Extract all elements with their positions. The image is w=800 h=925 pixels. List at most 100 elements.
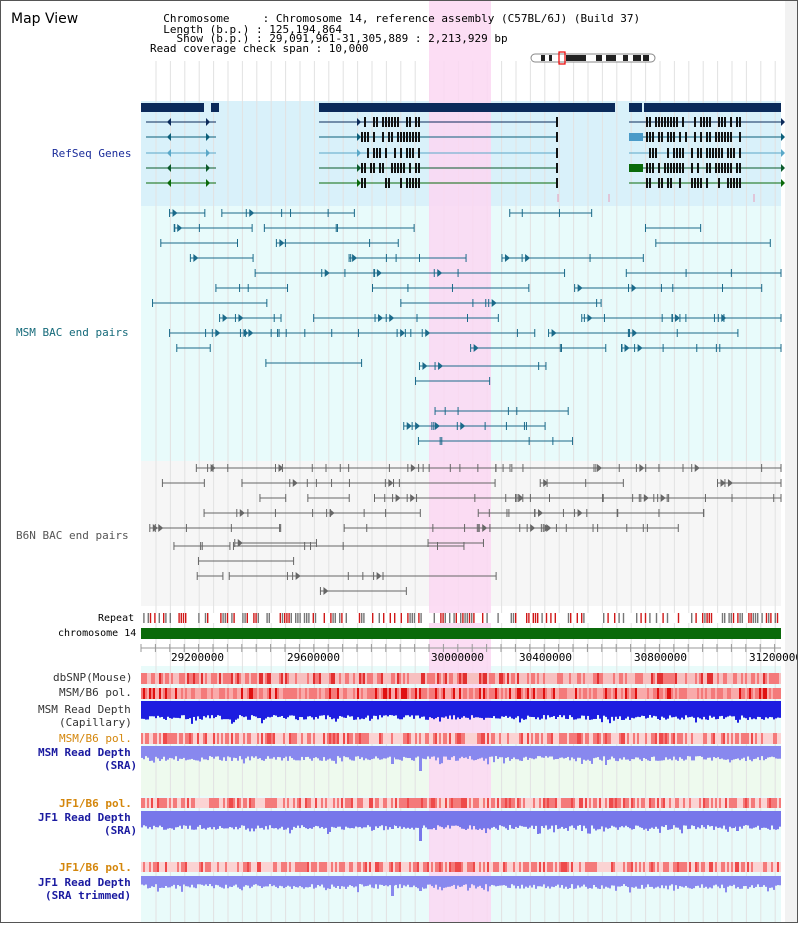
exon xyxy=(706,163,708,173)
polymorphism-cell xyxy=(431,673,433,684)
read-depth-bar xyxy=(361,746,363,758)
track-label-msm-depth-sra[interactable]: MSM Read Depth xyxy=(38,746,131,759)
track-label-msm-depth-capillary[interactable]: MSM Read Depth xyxy=(38,703,131,716)
polymorphism-cell xyxy=(751,862,753,872)
read-depth-bar xyxy=(189,746,191,760)
read-depth-bar xyxy=(583,746,585,760)
polymorphism-cell xyxy=(691,673,693,684)
track-label-jf1-depth[interactable]: JF1 Read Depth xyxy=(38,811,131,824)
polymorphism-cell xyxy=(645,862,647,872)
read-depth-bar xyxy=(383,701,385,716)
polymorphism-cell xyxy=(669,862,671,872)
polymorphism-cell xyxy=(241,862,243,872)
repeat-element xyxy=(636,613,638,623)
polymorphism-cell xyxy=(205,733,207,744)
read-depth-bar xyxy=(727,876,729,887)
read-depth-bar xyxy=(367,811,369,826)
read-depth-bar xyxy=(585,746,587,761)
polymorphism-cell xyxy=(531,688,533,699)
polymorphism-cell xyxy=(499,798,501,808)
track-label-jf1-depth-trimmed[interactable]: JF1 Read Depth xyxy=(38,876,131,889)
read-depth-bar xyxy=(539,701,541,720)
repeat-element xyxy=(528,613,530,623)
read-depth-bar xyxy=(659,876,661,889)
polymorphism-cell xyxy=(663,673,665,684)
read-depth-bar xyxy=(235,746,237,759)
read-depth-bar xyxy=(419,701,421,719)
repeat-element xyxy=(614,613,616,623)
read-depth-bar xyxy=(721,701,723,716)
polymorphism-cell xyxy=(327,798,329,808)
polymorphism-cell xyxy=(235,688,237,699)
polymorphism-cell xyxy=(227,688,229,699)
read-depth-bar xyxy=(387,701,389,717)
polymorphism-cell xyxy=(291,733,293,744)
track-label-msm-bac[interactable]: MSM BAC end pairs xyxy=(16,326,129,339)
polymorphism-cell xyxy=(353,673,355,684)
read-depth-bar xyxy=(449,876,451,887)
track-label-msm-pol-2[interactable]: MSM/B6 pol. xyxy=(59,732,132,745)
exon xyxy=(373,132,375,142)
polymorphism-cell xyxy=(399,733,401,744)
read-depth-bar xyxy=(741,811,743,829)
exon xyxy=(646,117,648,127)
read-depth-bar xyxy=(759,811,761,830)
read-depth-bar xyxy=(671,811,673,829)
read-depth-bar xyxy=(281,811,283,827)
track-label-repeat[interactable]: Repeat xyxy=(98,613,135,624)
read-depth-bar xyxy=(227,811,229,829)
read-depth-bar xyxy=(227,746,229,757)
polymorphism-cell xyxy=(773,733,775,744)
read-depth-bar xyxy=(571,811,573,826)
polymorphism-cell xyxy=(359,733,361,744)
axis-tick-label: 29200000 xyxy=(171,651,224,664)
polymorphism-cell xyxy=(709,673,711,684)
polymorphism-cell xyxy=(231,688,233,699)
read-depth-bar xyxy=(251,701,253,716)
track-label-dbsnp[interactable]: dbSNP(Mouse) xyxy=(53,671,133,684)
exon xyxy=(406,148,408,158)
exon xyxy=(670,132,672,142)
exon xyxy=(658,117,660,127)
polymorphism-cell xyxy=(343,673,345,684)
read-depth-bar xyxy=(475,746,477,760)
read-depth-bar xyxy=(533,746,535,760)
read-depth-bar xyxy=(557,876,559,885)
read-depth-bar xyxy=(415,811,417,828)
track-label-jf1-pol[interactable]: JF1/B6 pol. xyxy=(59,797,132,810)
read-depth-bar xyxy=(407,701,409,716)
exon xyxy=(412,148,414,158)
polymorphism-cell xyxy=(235,733,237,744)
repeat-element xyxy=(486,613,488,623)
polymorphism-cell xyxy=(531,798,533,808)
polymorphism-cell xyxy=(485,733,487,744)
polymorphism-cell xyxy=(661,673,663,684)
polymorphism-cell xyxy=(415,688,417,699)
track-label-b6n-bac[interactable]: B6N BAC end pairs xyxy=(16,529,129,542)
read-depth-bar xyxy=(575,701,577,720)
polymorphism-cell xyxy=(317,798,319,808)
polymorphism-cell xyxy=(447,733,449,744)
read-depth-bar xyxy=(175,811,177,828)
polymorphism-cell xyxy=(203,798,205,808)
exon xyxy=(409,163,411,173)
read-depth-bar xyxy=(227,701,229,720)
polymorphism-cell xyxy=(221,688,223,699)
read-depth-bar xyxy=(659,811,661,833)
polymorphism-cell xyxy=(265,688,267,699)
read-depth-bar xyxy=(357,746,359,757)
bac-end-arrow xyxy=(249,209,255,217)
polymorphism-cell xyxy=(297,798,299,808)
read-depth-bar xyxy=(461,811,463,829)
track-label-refseq[interactable]: RefSeq Genes xyxy=(52,147,132,160)
polymorphism-cell xyxy=(503,733,505,744)
polymorphism-cell xyxy=(645,798,647,808)
read-depth-bar xyxy=(535,701,537,720)
read-depth-bar xyxy=(625,746,627,760)
polymorphism-cell xyxy=(643,798,645,808)
track-label-jf1-pol-2[interactable]: JF1/B6 pol. xyxy=(59,861,132,874)
read-depth-bar xyxy=(501,701,503,717)
track-label-msm-pol[interactable]: MSM/B6 pol. xyxy=(59,686,132,699)
read-depth-bar xyxy=(365,701,367,718)
